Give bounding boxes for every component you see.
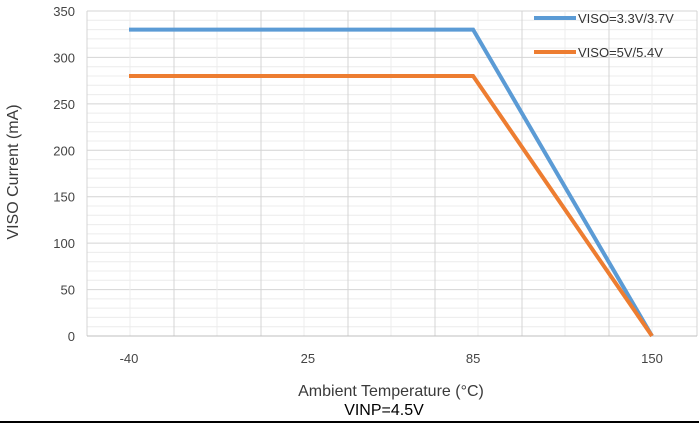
x-tick-label: -40 [120,351,139,366]
y-tick-label: 250 [53,97,75,112]
y-tick-label: 200 [53,143,75,158]
x-axis-title: Ambient Temperature (°C) [298,383,484,400]
y-tick-label: 350 [53,4,75,19]
y-tick-label: 300 [53,50,75,65]
series [129,27,654,338]
y-axis-title: VISO Current (mA) [5,104,22,239]
grid [86,10,698,337]
axes: 0 50 100 150 200 250 300 350 -40 25 85 150 [53,4,697,366]
legend-label-viso-3v3: VISO=3.3V/3.7V [578,11,674,26]
y-tick-label: 100 [53,236,75,251]
y-tick-label: 0 [68,329,75,344]
x-tick-label: 25 [301,351,315,366]
x-tick-label: 85 [466,351,480,366]
x-tick-label: 150 [641,351,663,366]
legend-label-viso-5v: VISO=5V/5.4V [578,45,663,60]
series-line-1 [129,74,654,338]
y-tick-label: 50 [61,283,75,298]
y-tick-label: 150 [53,190,75,205]
series-line-0 [129,27,654,338]
chart-caption: VINP=4.5V [344,402,424,419]
legend: VISO=3.3V/3.7V VISO=5V/5.4V [534,11,674,60]
